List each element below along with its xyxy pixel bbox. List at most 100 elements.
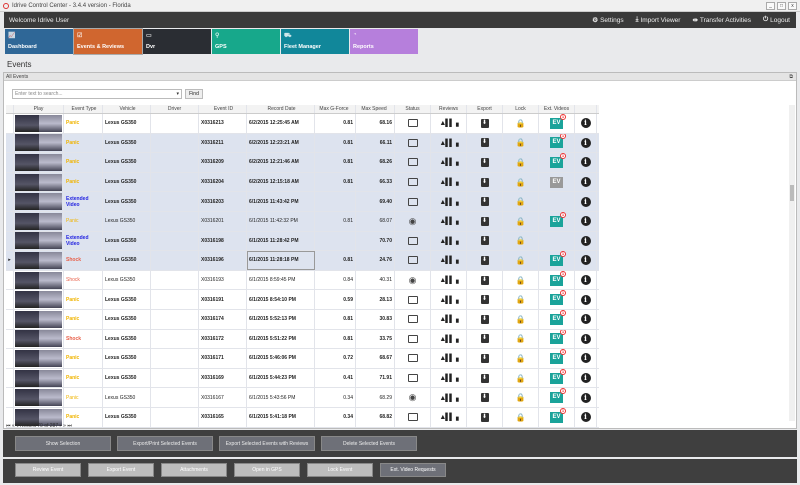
table-row[interactable]: Panic Lexus GS350 X0316191 6/1/2015 8:54… [6,290,599,310]
column-header-event-type[interactable]: Event Type [64,105,103,113]
table-row[interactable]: Panic Lexus GS350 X0316213 6/2/2015 12:2… [6,114,599,134]
reviews-icon[interactable]: ▲▌▌▗ [439,316,458,324]
ev-icon[interactable]: EV 1 [550,251,566,266]
prev-record-button[interactable]: ◂ [16,423,19,429]
video-thumbnail[interactable] [15,173,62,191]
ev-icon[interactable]: EV 1 [550,153,566,168]
export-icon[interactable]: ⬇ [480,157,489,167]
reviews-icon[interactable]: ▲▌▌▗ [439,296,458,304]
eye-icon[interactable]: ◉ [408,392,417,403]
info-icon[interactable]: i [580,373,591,384]
table-row[interactable]: Panic Lexus GS350 X0316211 6/2/2015 12:2… [6,133,599,154]
column-header-lock[interactable]: Lock [503,105,539,113]
first-record-button[interactable]: ⏮ [6,423,11,429]
video-thumbnail[interactable] [15,369,62,387]
info-icon[interactable]: i [580,137,591,148]
video-thumbnail[interactable] [15,251,62,269]
ev-icon[interactable]: EV 1 [550,211,566,227]
image-icon[interactable] [407,354,418,363]
lock-icon[interactable]: 🔒 [515,255,526,265]
export-icon[interactable]: ⬇ [480,255,489,265]
export-print-selected-events-button[interactable]: Export/Print Selected Events [117,436,213,451]
image-icon[interactable] [407,295,418,304]
column-header-play[interactable]: Play [14,105,64,113]
image-icon[interactable] [407,158,418,167]
info-icon[interactable]: i [580,314,591,325]
table-row[interactable]: Extended Video Lexus GS350 X0316198 6/1/… [6,231,599,252]
lock-icon[interactable]: 🔒 [515,118,526,128]
reviews-icon[interactable]: ▲▌▌▗ [439,139,458,147]
table-row[interactable]: Panic Lexus GS350 X0316167 6/1/2015 5:43… [6,388,599,408]
tile-reports[interactable]: ◔ Reports [350,29,418,54]
image-icon[interactable] [407,334,418,343]
open-in-gps-button[interactable]: Open in GPS [234,463,300,477]
search-input[interactable]: Enter text to search... ▾ [12,89,182,99]
video-thumbnail[interactable] [15,408,62,426]
dropdown-arrow-icon[interactable]: ▾ [176,91,179,97]
lock-icon[interactable]: 🔒 [515,275,526,285]
table-row[interactable]: Panic Lexus GS350 X0316171 6/1/2015 5:46… [6,349,599,369]
info-icon[interactable]: i [580,157,591,168]
table-row[interactable]: Extended Video Lexus GS350 X0316203 6/1/… [6,192,599,212]
video-thumbnail[interactable] [15,291,62,309]
delete-selected-events-button[interactable]: Delete Selected Events [321,436,417,451]
reviews-icon[interactable]: ▲▌▌▗ [439,218,458,226]
tile-dashboard[interactable]: 📈 Dashboard [5,29,73,54]
info-icon[interactable]: i [580,294,591,305]
reviews-icon[interactable]: ▲▌▌▗ [439,237,458,245]
reviews-icon[interactable]: ▲▌▌▗ [439,277,458,285]
maximize-button[interactable]: □ [777,2,786,10]
video-thumbnail[interactable] [15,134,62,152]
lock-icon[interactable]: 🔒 [515,295,526,305]
video-thumbnail[interactable] [15,193,62,211]
ev-icon[interactable]: EV 1 [550,407,566,423]
import-viewer-button[interactable]: ⤓ Import Viewer [635,16,681,24]
prev-page-button[interactable]: « [11,423,15,429]
tile-events-reviews[interactable]: ☑ Events & Reviews [73,28,143,55]
close-button[interactable]: x [788,2,797,10]
ev-icon[interactable]: EV 1 [550,388,566,404]
export-icon[interactable]: ⬇ [480,334,489,344]
video-thumbnail[interactable] [15,349,62,367]
settings-button[interactable]: ⚙ Settings [592,16,624,25]
vertical-scrollbar[interactable] [789,105,795,421]
lock-icon[interactable]: 🔒 [515,177,526,187]
image-icon[interactable] [407,178,418,187]
lock-icon[interactable]: 🔒 [515,353,526,363]
column-header-record-date[interactable]: Record Date [247,105,315,113]
ev-icon[interactable]: EV 1 [550,309,566,325]
info-icon[interactable]: i [580,412,591,423]
table-row[interactable]: Panic Lexus GS350 X0316169 6/1/2015 5:44… [6,368,599,389]
last-record-button[interactable]: ⏭ [67,423,72,429]
video-thumbnail[interactable] [15,114,62,132]
info-icon[interactable]: i [580,177,591,188]
reviews-icon[interactable]: ▲▌▌▗ [439,257,458,265]
export-icon[interactable]: ⬇ [480,177,489,187]
video-thumbnail[interactable] [15,153,62,171]
eye-icon[interactable]: ◉ [408,274,417,285]
column-header-status[interactable]: Status [395,105,431,113]
video-thumbnail[interactable] [15,212,62,230]
video-thumbnail[interactable] [15,232,62,250]
table-row[interactable]: Panic Lexus GS350 X0316165 6/1/2015 5:41… [6,407,599,428]
info-icon[interactable]: i [580,392,591,403]
image-icon[interactable] [407,119,418,128]
ev-icon[interactable]: EV [550,176,563,188]
image-icon[interactable] [407,236,418,245]
lock-icon[interactable]: 🔒 [515,197,526,207]
image-icon[interactable] [407,413,418,422]
column-header-max-g-force[interactable]: Max G-Force [315,105,356,113]
lock-icon[interactable]: 🔒 [515,412,526,422]
info-icon[interactable]: i [580,255,591,266]
ext-video-requests-button[interactable]: Ext. Video Requests [380,463,446,477]
export-event-button[interactable]: Export Event [88,463,154,477]
column-header-vehicle[interactable]: Vehicle [103,105,151,113]
next-page-button[interactable]: » [63,423,66,429]
video-thumbnail[interactable] [15,330,62,348]
video-thumbnail[interactable] [15,389,62,407]
reviews-icon[interactable]: ▲▌▌▗ [439,198,458,206]
column-header-info[interactable] [575,105,597,113]
eye-icon[interactable]: ◉ [408,215,417,226]
table-row[interactable]: Panic Lexus GS350 X0316204 6/2/2015 12:1… [6,172,599,193]
export-icon[interactable]: ⬇ [480,275,489,285]
